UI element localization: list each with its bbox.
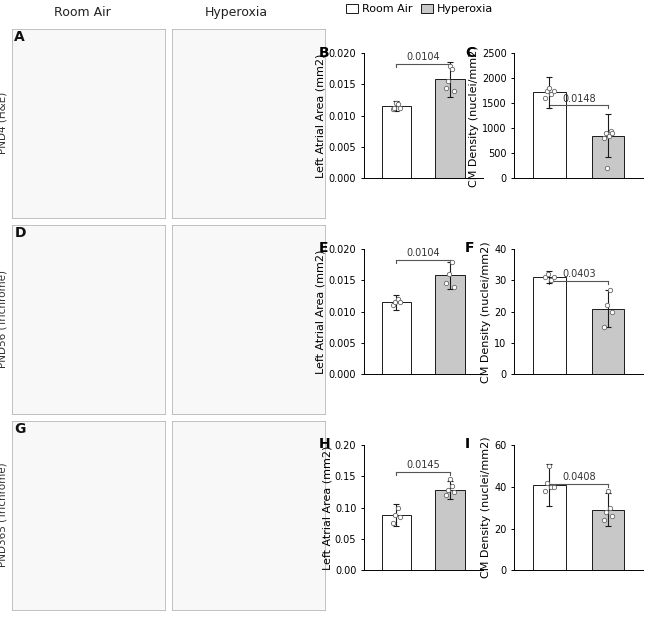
Bar	[533, 485, 566, 570]
Y-axis label: CM Density (nuclei/mm2): CM Density (nuclei/mm2)	[482, 241, 491, 383]
Bar	[382, 106, 411, 178]
Text: G: G	[14, 422, 25, 436]
Y-axis label: CM Density (nuclei/mm2): CM Density (nuclei/mm2)	[469, 45, 479, 187]
Point	[443, 76, 454, 86]
Point	[542, 477, 552, 487]
Point	[390, 297, 400, 307]
Point	[549, 272, 559, 282]
Text: F: F	[465, 241, 474, 255]
Text: PND56 (Trichrome): PND56 (Trichrome)	[0, 270, 8, 368]
Point	[393, 294, 403, 304]
Y-axis label: Left Atrial Area (mm2): Left Atrial Area (mm2)	[316, 250, 326, 374]
Point	[605, 503, 616, 513]
Point	[601, 507, 612, 517]
Point	[441, 490, 452, 500]
Bar	[382, 515, 411, 570]
Bar	[436, 490, 465, 570]
Point	[599, 134, 609, 144]
Point	[544, 83, 554, 93]
Bar	[436, 79, 465, 178]
Point	[387, 104, 398, 114]
Point	[602, 163, 612, 173]
Point	[540, 272, 551, 282]
Text: A: A	[14, 30, 25, 44]
Text: E: E	[319, 241, 328, 255]
Point	[540, 486, 551, 496]
Point	[445, 61, 456, 71]
Bar	[592, 136, 625, 178]
Y-axis label: Left Atrial Area (mm2): Left Atrial Area (mm2)	[322, 446, 332, 570]
Point	[599, 515, 609, 525]
Point	[544, 461, 554, 470]
Point	[391, 98, 402, 108]
Text: 0.0104: 0.0104	[406, 52, 440, 62]
Point	[395, 512, 406, 522]
Text: PND4 (H&E): PND4 (H&E)	[0, 92, 8, 154]
Point	[447, 64, 458, 74]
Point	[549, 482, 559, 492]
Point	[441, 82, 452, 92]
Point	[603, 486, 614, 496]
Point	[604, 285, 615, 295]
Point	[602, 300, 612, 310]
Bar	[592, 510, 625, 570]
Text: D: D	[14, 226, 26, 240]
Point	[546, 482, 556, 492]
Point	[607, 307, 618, 317]
Point	[441, 278, 452, 288]
Point	[449, 85, 460, 95]
Text: I: I	[465, 437, 470, 451]
Point	[395, 297, 406, 307]
Text: Hyperoxia: Hyperoxia	[205, 6, 268, 19]
Bar	[382, 302, 411, 374]
Point	[599, 323, 609, 333]
Point	[443, 485, 454, 495]
Point	[606, 126, 616, 136]
Bar	[436, 275, 465, 374]
Bar	[533, 277, 566, 374]
Point	[445, 474, 456, 484]
Point	[447, 480, 458, 490]
Point	[393, 503, 403, 513]
Point	[395, 102, 406, 112]
Text: B: B	[319, 46, 330, 59]
Point	[387, 519, 398, 529]
Text: 0.0408: 0.0408	[562, 472, 595, 482]
Bar	[592, 308, 625, 374]
Text: 0.0403: 0.0403	[562, 269, 595, 279]
Point	[549, 85, 559, 95]
Legend: Room Air, Hyperoxia: Room Air, Hyperoxia	[341, 0, 498, 19]
Point	[601, 129, 611, 139]
Point	[604, 131, 614, 141]
Point	[447, 256, 457, 266]
Point	[449, 281, 460, 291]
Text: 0.0145: 0.0145	[406, 460, 440, 470]
Point	[543, 269, 553, 279]
Point	[449, 487, 460, 497]
Text: 0.0148: 0.0148	[562, 94, 595, 104]
Text: 0.0104: 0.0104	[406, 248, 440, 258]
Point	[542, 85, 552, 95]
Point	[607, 511, 618, 521]
Point	[393, 99, 404, 109]
Bar	[533, 92, 566, 178]
Text: H: H	[319, 437, 331, 451]
Y-axis label: CM Density (nuclei/mm2): CM Density (nuclei/mm2)	[482, 437, 491, 578]
Point	[387, 300, 398, 310]
Text: C: C	[465, 46, 475, 59]
Text: PND365 (Trichrome): PND365 (Trichrome)	[0, 462, 8, 567]
Point	[546, 89, 556, 99]
Y-axis label: Left Atrial Area (mm2): Left Atrial Area (mm2)	[316, 54, 326, 178]
Point	[444, 269, 454, 279]
Point	[390, 510, 400, 520]
Point	[540, 93, 551, 103]
Point	[389, 103, 400, 113]
Text: Room Air: Room Air	[54, 6, 110, 19]
Point	[607, 129, 618, 139]
Point	[545, 275, 556, 285]
